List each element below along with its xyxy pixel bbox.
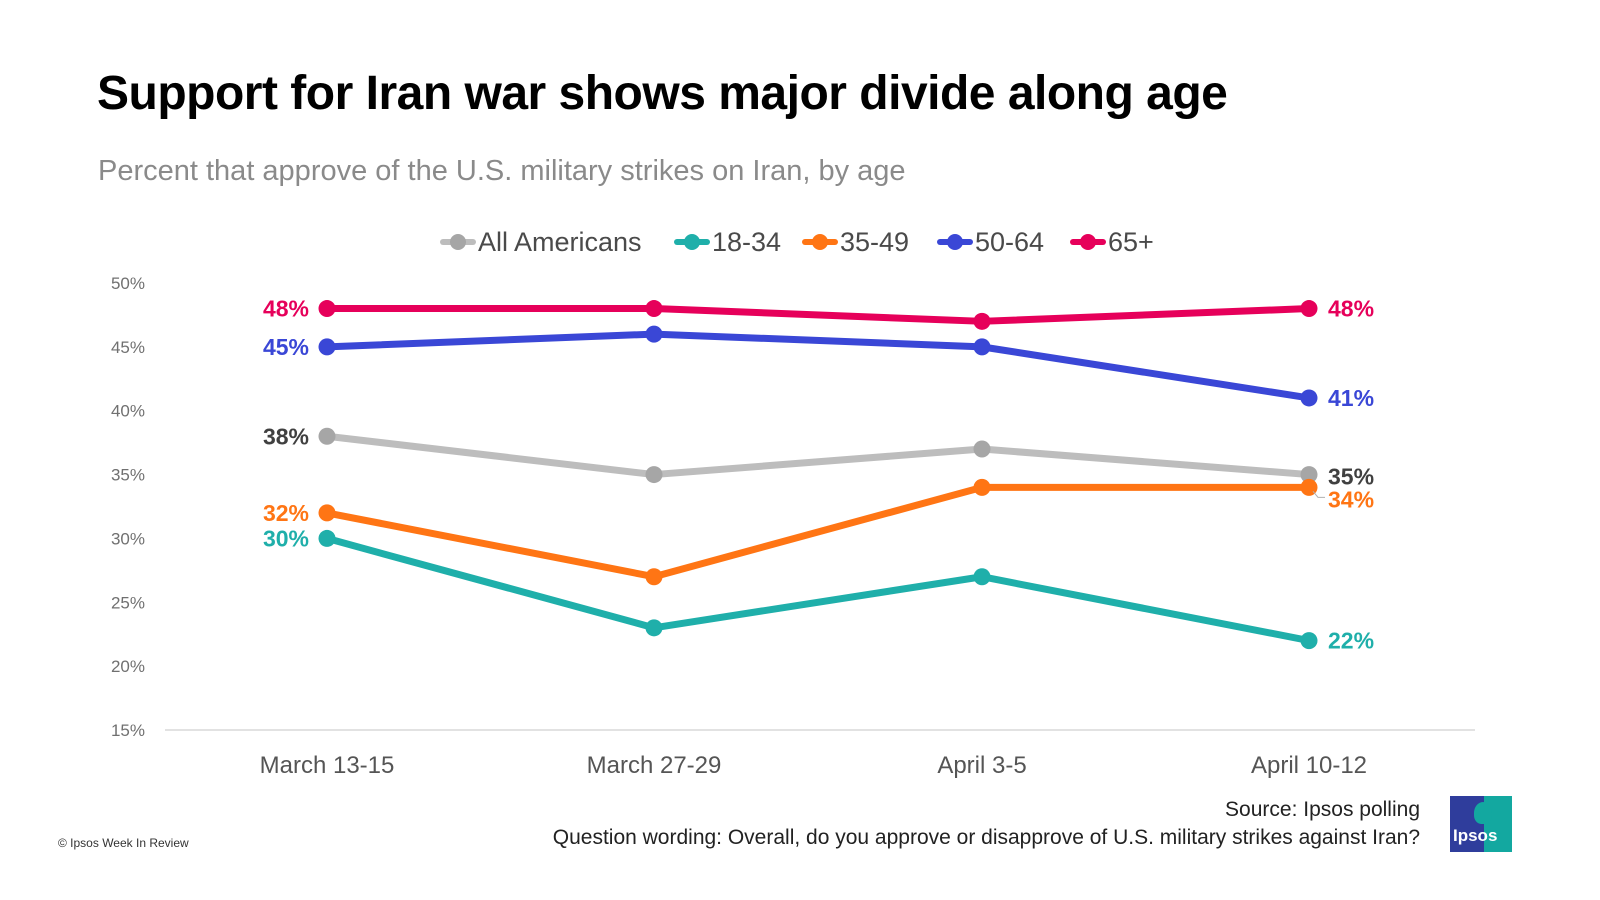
start-value-label: 30% [263, 525, 309, 551]
y-tick-label: 40% [111, 402, 145, 421]
legend-label: 35-49 [840, 226, 910, 257]
series-35-49 [318, 478, 1318, 586]
label-leader-line [1312, 491, 1325, 498]
data-point-18-34[interactable] [318, 529, 336, 547]
data-point-50-64[interactable] [645, 325, 663, 343]
data-point-50-64[interactable] [318, 338, 336, 356]
end-value-label: 48% [1328, 296, 1374, 322]
series-65 [318, 300, 1318, 330]
data-point-65[interactable] [1300, 300, 1318, 318]
data-point-50-64[interactable] [973, 338, 991, 356]
start-value-label: 38% [263, 423, 309, 449]
y-tick-label: 25% [111, 593, 145, 612]
x-tick-label: April 10-12 [1251, 752, 1367, 779]
data-point-35-49[interactable] [318, 504, 336, 522]
profile-head-icon [1474, 802, 1492, 824]
chart-title: Support for Iran war shows major divide … [97, 67, 1228, 120]
end-value-label: 35% [1328, 464, 1374, 490]
legend-swatch-icon [1068, 232, 1108, 252]
y-tick-label: 50% [111, 274, 145, 293]
y-tick-label: 15% [111, 721, 145, 740]
legend-item-18-34[interactable]: 18-34 [672, 224, 781, 260]
y-tick-label: 45% [111, 338, 145, 357]
data-point-18-34[interactable] [973, 568, 991, 586]
data-point-65[interactable] [645, 300, 663, 318]
legend-label: 65+ [1108, 226, 1154, 257]
y-tick-label: 20% [111, 657, 145, 676]
y-tick-label: 35% [111, 466, 145, 485]
start-value-label: 45% [263, 334, 309, 360]
legend-item-all-americans[interactable]: All Americans [438, 224, 642, 260]
data-point-65[interactable] [973, 312, 991, 330]
data-point-18-34[interactable] [1300, 632, 1318, 650]
series-50-64 [318, 325, 1318, 407]
series-line-all-americans [323, 432, 1313, 479]
data-point-65[interactable] [318, 300, 336, 318]
x-axis: March 13-15 March 27-29 April 3-5 April 10-… [260, 752, 1367, 779]
end-value-label: 34% [1328, 486, 1374, 512]
x-tick-label: April 3-5 [937, 752, 1026, 779]
y-axis: 15% 20% 25% 30% 35% 40% 45% 50% [111, 274, 145, 740]
legend-swatch-icon [672, 232, 712, 252]
logo-text: Ipsos [1453, 826, 1498, 845]
data-label-layer: 38% 35% 30% 22% 32% 34% 45% 41% 48% 48% [263, 296, 1374, 654]
legend-item-65-plus[interactable]: 65+ [1068, 224, 1154, 260]
series-layer [318, 300, 1318, 650]
data-point-35-49[interactable] [973, 478, 991, 496]
series-line-35-49 [323, 483, 1313, 581]
series-18-34 [318, 529, 1318, 650]
legend-label: All Americans [478, 226, 642, 257]
x-tick-label: March 13-15 [260, 752, 395, 779]
x-tick-label: March 27-29 [587, 752, 722, 779]
chart-subtitle: Percent that approve of the U.S. militar… [98, 155, 906, 187]
data-point-35-49[interactable] [645, 568, 663, 586]
y-tick-label: 30% [111, 529, 145, 548]
source-note: Source: Ipsos polling [1225, 798, 1420, 821]
question-wording: Question wording: Overall, do you approv… [552, 826, 1420, 849]
legend-swatch-icon [438, 232, 478, 252]
legend-swatch-icon [935, 232, 975, 252]
legend-swatch-icon [800, 232, 840, 252]
start-value-label: 48% [263, 296, 309, 322]
copyright: © Ipsos Week In Review [58, 836, 189, 850]
start-value-label: 32% [263, 500, 309, 526]
data-point-all-americans[interactable] [645, 466, 663, 484]
legend-item-50-64[interactable]: 50-64 [935, 224, 1044, 260]
end-value-label: 41% [1328, 385, 1374, 411]
data-point-all-americans[interactable] [1300, 466, 1318, 484]
data-point-18-34[interactable] [645, 619, 663, 637]
series-line-18-34 [323, 534, 1313, 645]
series-all-americans [318, 427, 1318, 484]
legend: All Americans 18-34 35-49 50-64 65+ [0, 224, 1600, 260]
data-point-all-americans[interactable] [318, 427, 336, 445]
series-line-65 [323, 305, 1313, 325]
data-point-50-64[interactable] [1300, 389, 1318, 407]
legend-label: 50-64 [975, 226, 1045, 257]
data-point-all-americans[interactable] [973, 440, 991, 458]
series-line-50-64 [323, 330, 1313, 402]
end-value-label: 22% [1328, 628, 1374, 654]
legend-label: 18-34 [712, 226, 782, 257]
ipsos-logo: Ipsos [1450, 796, 1512, 852]
legend-item-35-49[interactable]: 35-49 [800, 224, 909, 260]
